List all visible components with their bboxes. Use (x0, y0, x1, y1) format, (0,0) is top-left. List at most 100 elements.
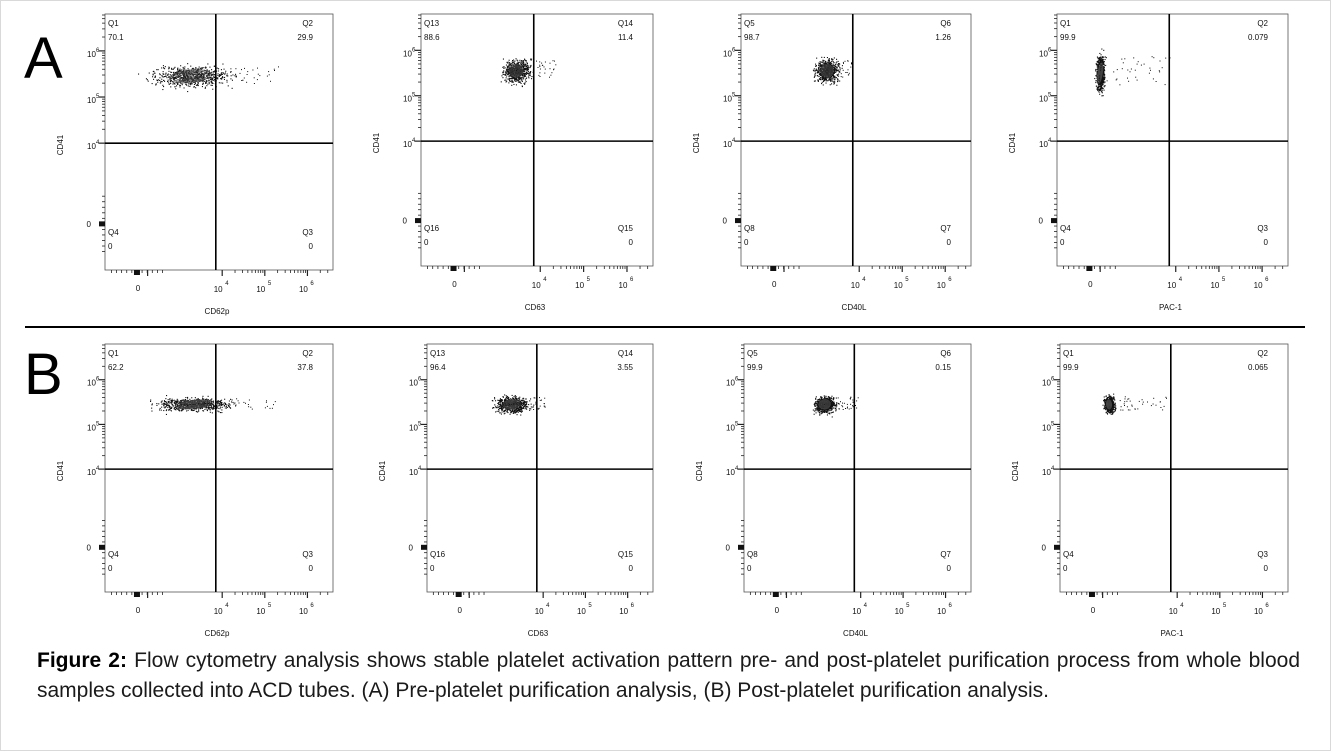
event-dot (821, 75, 823, 77)
event-dot (206, 69, 208, 71)
event-dot (519, 76, 521, 78)
event-dot (523, 68, 525, 70)
event-dot (165, 403, 167, 405)
event-dot (509, 64, 511, 66)
event-dot (503, 73, 505, 75)
event-dot (189, 78, 191, 80)
event-dot (531, 58, 533, 60)
event-dot (173, 407, 175, 409)
y-tick-label: 10 (1039, 49, 1048, 58)
event-dot (208, 80, 210, 82)
density-contours (1097, 62, 1104, 84)
event-dot (222, 72, 224, 74)
event-dot (554, 60, 555, 62)
event-dot (218, 82, 220, 84)
event-dot (836, 84, 838, 86)
x-tick-label: 10 (214, 607, 223, 616)
event-dot (174, 66, 176, 68)
event-dot (207, 76, 209, 78)
event-dot (199, 76, 201, 78)
event-dot (265, 401, 267, 403)
event-dot (269, 407, 271, 409)
event-dot (510, 77, 512, 79)
event-dot (1098, 64, 1100, 66)
event-dot (229, 407, 231, 409)
event-dot (833, 83, 835, 85)
event-dot (819, 61, 821, 63)
event-dot (218, 407, 220, 409)
x-tick-exponent: 6 (310, 603, 314, 609)
event-dot (196, 84, 198, 86)
event-dot (176, 400, 178, 402)
event-dot (1165, 57, 1167, 59)
quadrant-percent: 0 (108, 564, 113, 573)
event-dot (227, 85, 229, 87)
x-tick-exponent: 5 (1222, 277, 1226, 283)
event-dot (205, 82, 207, 84)
event-dot (541, 62, 543, 64)
event-dot (205, 72, 207, 74)
event-dot (511, 394, 513, 396)
event-dot (170, 86, 172, 88)
event-dot (201, 67, 203, 69)
event-dot (187, 78, 189, 80)
event-dot (1161, 67, 1163, 69)
event-dot (506, 66, 508, 68)
event-dot (525, 73, 527, 75)
axis-ticks (738, 344, 967, 598)
event-dot (509, 62, 511, 64)
event-dot (522, 397, 524, 399)
event-dot (1103, 56, 1105, 58)
y-axis-label: CD41 (695, 460, 704, 481)
event-dot (822, 60, 824, 62)
event-dot (830, 62, 832, 64)
event-dot (813, 68, 815, 70)
event-dot (521, 60, 523, 62)
event-dot (234, 75, 236, 77)
event-dot (841, 65, 843, 67)
event-dot (220, 401, 222, 403)
event-dot (213, 406, 215, 408)
event-dot (833, 77, 835, 79)
event-dot (1127, 69, 1129, 71)
event-dot (211, 78, 213, 80)
y-tick-label: 0 (409, 543, 414, 552)
event-dot (502, 406, 504, 408)
event-dot (180, 65, 182, 67)
event-dot (169, 409, 171, 411)
x-tick-label: 0 (452, 280, 457, 289)
event-dot (189, 75, 191, 77)
event-dot (201, 73, 203, 75)
event-dot (523, 402, 525, 404)
event-dot (1096, 61, 1098, 63)
y-tick-label: 10 (409, 468, 418, 477)
event-dot (828, 71, 830, 73)
event-dot (177, 399, 179, 401)
event-dot (201, 68, 203, 70)
event-dot (216, 407, 218, 409)
event-dot (507, 71, 509, 73)
event-dot (818, 71, 820, 73)
event-dot (1153, 57, 1155, 59)
event-dot (497, 399, 499, 401)
event-dot (832, 73, 834, 75)
event-dot (813, 80, 815, 82)
event-dot (186, 405, 188, 407)
event-dot (226, 74, 228, 76)
event-dot (213, 65, 215, 67)
event-dot (171, 68, 173, 70)
event-dot (213, 404, 215, 406)
event-dot (181, 399, 183, 401)
event-dot (827, 80, 829, 82)
event-dot (549, 62, 551, 64)
event-dot (839, 67, 841, 69)
event-dot (525, 72, 527, 74)
event-dot (1151, 56, 1153, 58)
x-axis-label: PAC-1 (1159, 303, 1183, 312)
event-dot (216, 401, 218, 403)
event-dot (211, 407, 213, 409)
event-dot (220, 82, 222, 84)
event-dot (831, 61, 833, 63)
event-dot (520, 407, 522, 409)
event-dot (819, 68, 821, 70)
